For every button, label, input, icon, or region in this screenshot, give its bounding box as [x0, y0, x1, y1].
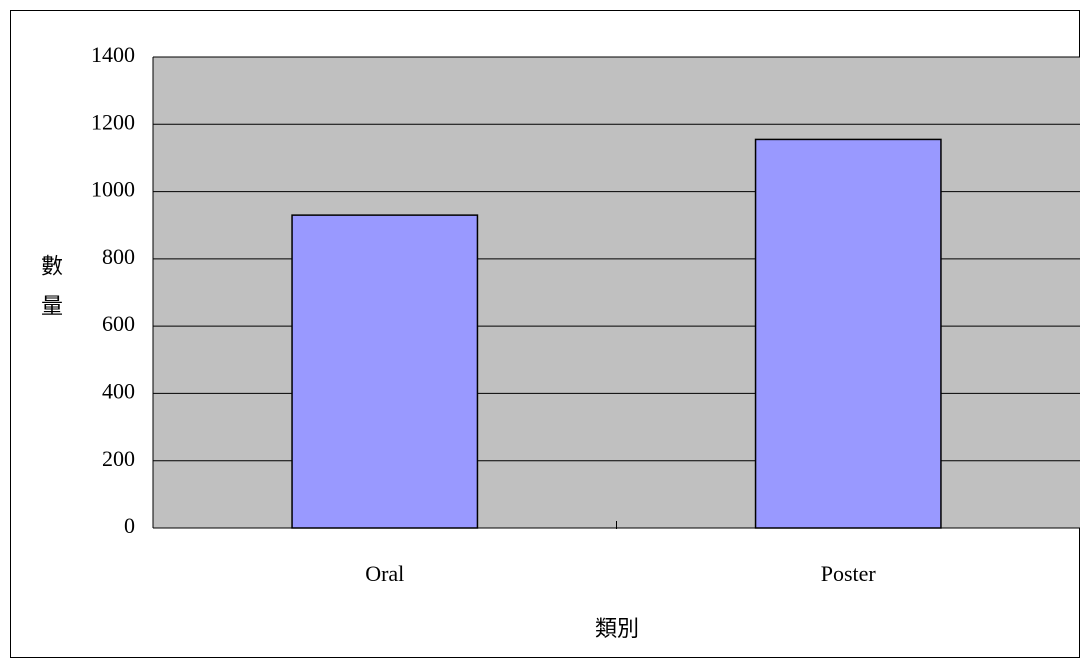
bar	[754, 138, 942, 529]
y-axis-label: 數量	[38, 254, 63, 334]
x-tick-label: Oral	[365, 561, 404, 586]
x-axis-label: 類別	[595, 616, 639, 641]
y-tick-label: 400	[102, 378, 135, 403]
y-tick-label: 1200	[91, 109, 135, 134]
y-tick-label: 600	[102, 311, 135, 336]
x-tick-label: Poster	[821, 561, 877, 586]
y-tick-label: 800	[102, 244, 135, 269]
bar	[291, 214, 479, 529]
y-tick-label: 0	[124, 513, 135, 538]
y-tick-label: 1400	[91, 42, 135, 67]
y-tick-label: 200	[102, 446, 135, 471]
y-tick-label: 1000	[91, 177, 135, 202]
